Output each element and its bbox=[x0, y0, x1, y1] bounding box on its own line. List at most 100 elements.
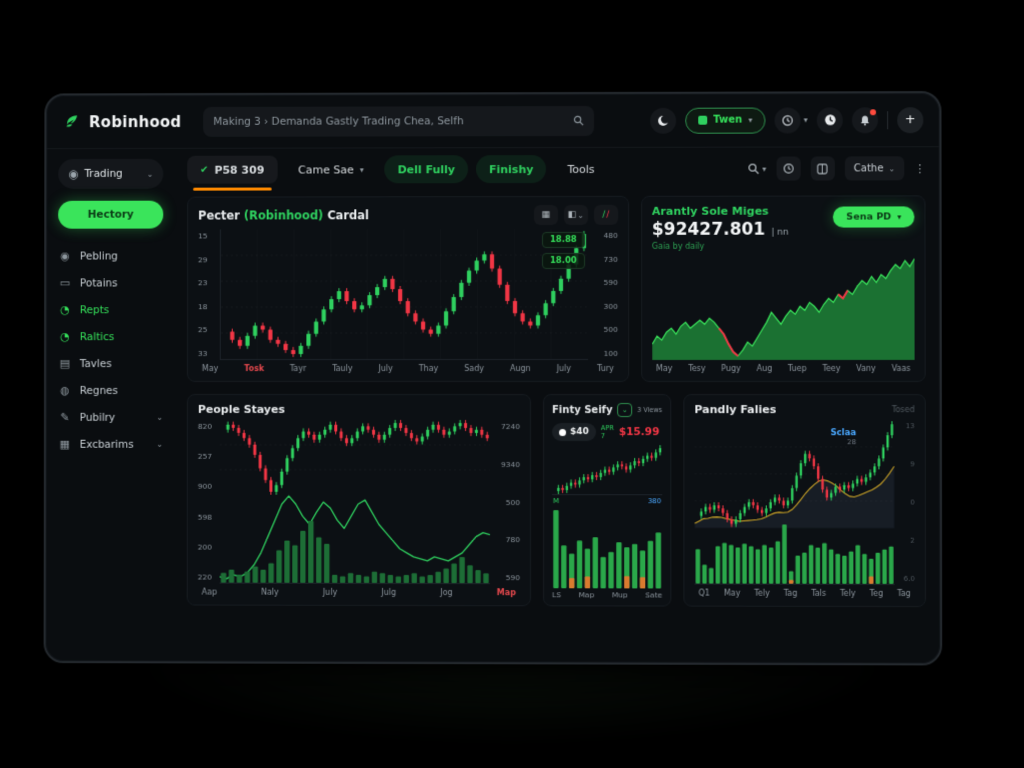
globe-icon: ◍ bbox=[60, 383, 70, 397]
clock-icon: ◔ bbox=[60, 330, 70, 344]
y-tick-label: 33 bbox=[197, 349, 208, 359]
x-tick-label: Jog bbox=[440, 588, 453, 598]
x-tick-label: LS bbox=[552, 590, 562, 600]
views-label: 3 Views bbox=[637, 406, 663, 415]
portfolio-plot[interactable] bbox=[652, 255, 915, 360]
tab-label: P58 309 bbox=[214, 163, 265, 177]
sidebar-item-tavles[interactable]: ▤ Tavles bbox=[58, 350, 163, 377]
x-tick-label: Tosk bbox=[244, 364, 265, 374]
search-dropdown[interactable]: ▾ bbox=[747, 163, 766, 175]
people-chart-plot[interactable] bbox=[219, 419, 490, 585]
header-actions: Twen ▾ ▾ bbox=[650, 106, 924, 134]
theme-button[interactable] bbox=[650, 107, 677, 134]
live-status-pill[interactable]: Twen ▾ bbox=[685, 107, 766, 134]
sidebar-item-excbarims[interactable]: ▦ Excbarims ⌄ bbox=[58, 431, 163, 458]
y-tick-label: 9 bbox=[910, 460, 915, 469]
main-candlestick-canvas[interactable] bbox=[221, 229, 588, 360]
portfolio-area-canvas[interactable] bbox=[652, 255, 915, 360]
y-tick-label: 15 bbox=[198, 231, 208, 241]
x-tick-label: Tesy bbox=[688, 363, 706, 373]
moon-icon bbox=[657, 114, 669, 126]
x-tick-label: Teg bbox=[869, 588, 884, 598]
watch-prices: $40 APR 7 $15.99 bbox=[552, 423, 665, 442]
right-mini-label: 380 bbox=[647, 497, 662, 506]
family-chart-plot[interactable]: Sclaa 28 bbox=[694, 420, 895, 585]
watch-bars-plot[interactable] bbox=[552, 507, 662, 589]
timeframe-select[interactable]: Cathe ⌄ bbox=[844, 156, 905, 181]
search-breadcrumb[interactable]: Making 3 › Demanda Gastly Trading Chea, … bbox=[203, 105, 595, 137]
clock-icon bbox=[782, 114, 794, 126]
tab-dell-fully[interactable]: Dell Fully bbox=[384, 155, 469, 184]
sidebar-item-label: Tavles bbox=[79, 357, 112, 370]
watch-card-header: Finty Seify ⌄ 3 Views bbox=[552, 403, 663, 418]
add-button[interactable]: + bbox=[897, 106, 924, 133]
history-button-label: Hectory bbox=[87, 208, 134, 221]
y-tick-label: 18 bbox=[197, 302, 208, 311]
price-pill[interactable]: $40 bbox=[552, 423, 596, 442]
tab-finishy[interactable]: Finishy bbox=[476, 155, 547, 184]
main-chart-plot[interactable]: 18.88 18.00 bbox=[219, 228, 588, 361]
indicator-button[interactable]: ◧ ⌄ bbox=[563, 204, 588, 225]
grid-icon bbox=[817, 163, 828, 174]
sidebar-item-label: Pubilry bbox=[79, 411, 116, 424]
sidebar-item-label: Raltics bbox=[79, 330, 115, 343]
tab-tools[interactable]: Tools bbox=[554, 155, 607, 183]
history-circle-button[interactable] bbox=[776, 156, 801, 181]
watch-dropdown[interactable]: ⌄ bbox=[617, 403, 633, 418]
clock-button[interactable] bbox=[774, 106, 801, 134]
x-tick-label: Naly bbox=[261, 587, 279, 597]
chevron-down-icon: ▾ bbox=[359, 164, 364, 174]
family-bars-canvas[interactable] bbox=[694, 521, 894, 584]
sidebar-item-raltics[interactable]: ◔ Raltics bbox=[58, 323, 163, 350]
watch-card: Finty Seify ⌄ 3 Views $40 APR 7 $15 bbox=[543, 394, 672, 607]
sidebar-item-repts[interactable]: ◔ Repts bbox=[58, 296, 163, 323]
tab-bar: ✔ P58 309 Came Sae ▾ Dell Fully Finishy Tools … bbox=[187, 147, 925, 190]
clock-dropdown[interactable]: ▾ bbox=[774, 106, 808, 134]
app-logo[interactable]: Robinhood bbox=[62, 112, 181, 132]
send-button[interactable]: Sena PD ▾ bbox=[833, 206, 915, 228]
history-button[interactable]: Hectory bbox=[58, 200, 164, 229]
sidebar-item-regnes[interactable]: ◍ Regnes bbox=[58, 377, 163, 404]
calendar-button[interactable]: ▦ bbox=[533, 204, 558, 226]
notifications-button[interactable] bbox=[851, 106, 879, 133]
robinhood-leaf-icon bbox=[66, 115, 78, 127]
watch-bars-canvas[interactable] bbox=[552, 507, 662, 589]
sidebar-item-pebling[interactable]: ◉ Pebling bbox=[58, 242, 163, 269]
layout-button[interactable] bbox=[810, 156, 835, 181]
chevron-down-icon: ⌄ bbox=[888, 163, 896, 173]
x-tick-label: Map bbox=[496, 588, 516, 598]
chart-style-button[interactable]: ∕ ∕ bbox=[593, 204, 618, 225]
profile-dropdown[interactable]: ◉ Trading ⌄ bbox=[58, 158, 164, 189]
tab-label: Tools bbox=[567, 162, 595, 176]
family-candlestick-canvas[interactable] bbox=[694, 420, 894, 528]
price-unit: | nn bbox=[771, 227, 789, 238]
family-chart-zone: Sclaa 28 13 9 0 2 6.0 bbox=[694, 420, 915, 585]
x-tick-label: Tayr bbox=[289, 364, 307, 374]
check-icon: ✔ bbox=[200, 164, 209, 176]
left-mini-label: M bbox=[553, 497, 560, 506]
dot-icon bbox=[559, 428, 567, 436]
search-icon bbox=[574, 115, 584, 126]
live-pill-label: Twen bbox=[713, 114, 743, 126]
content: Pecter (Robinhood) Cardal ▦ ◧ ⌄ ∕ ∕ 15 29 23… bbox=[186, 189, 926, 663]
bell-icon bbox=[860, 115, 870, 126]
watch-candlestick-canvas[interactable] bbox=[552, 445, 662, 494]
x-tick-label: May bbox=[201, 364, 219, 374]
watch-mini-plot[interactable] bbox=[552, 445, 663, 496]
main-area: ✔ P58 309 Came Sae ▾ Dell Fully Finishy Tools … bbox=[173, 147, 940, 663]
y-tick-label: 820 bbox=[197, 421, 213, 431]
pill-price: $40 bbox=[570, 427, 589, 438]
tab-came-sae[interactable]: Came Sae ▾ bbox=[285, 155, 377, 183]
sidebar-item-pubilry[interactable]: ✎ Pubilry ⌄ bbox=[58, 404, 163, 431]
y-tick-label: 2 bbox=[910, 536, 915, 545]
tab-p58-309[interactable]: ✔ P58 309 bbox=[187, 155, 278, 184]
x-tick-label: Sate bbox=[645, 590, 663, 600]
sidebar-item-potains[interactable]: ▭ Potains bbox=[58, 269, 163, 296]
more-button[interactable]: ⋮ bbox=[914, 161, 926, 175]
people-bars-canvas[interactable] bbox=[220, 517, 490, 584]
people-candlestick-canvas[interactable] bbox=[220, 420, 490, 496]
logo-text: Robinhood bbox=[88, 112, 182, 131]
history-button-header[interactable] bbox=[816, 106, 843, 133]
people-line-canvas[interactable] bbox=[219, 491, 490, 583]
